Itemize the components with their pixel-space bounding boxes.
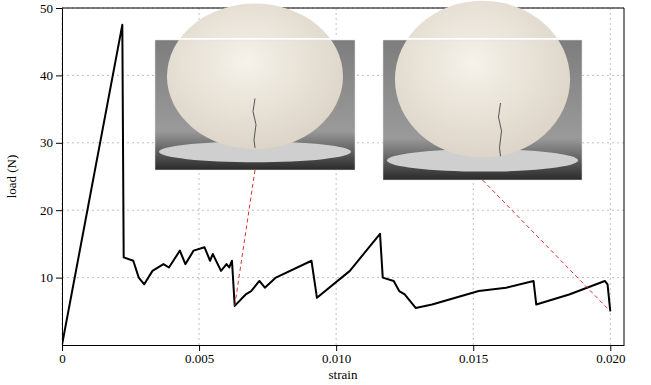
tick-label: 20 [40, 203, 53, 218]
inset-crack [499, 103, 502, 156]
tick-label: 0 [59, 351, 66, 366]
x-axis: 0 0.005 0.010 0.015 0.020 [59, 345, 625, 366]
tick: 10 [40, 270, 62, 285]
tick-label: 40 [40, 68, 53, 83]
axis-line [62, 9, 63, 346]
tick-label: 0.010 [322, 351, 351, 366]
tick-mark [56, 8, 62, 9]
y-axis-title: load (N) [4, 155, 19, 199]
frame [62, 8, 624, 9]
tick-mark [336, 345, 337, 351]
tick-label: 0.015 [459, 351, 488, 366]
tick-mark [56, 210, 62, 211]
tick: 0.015 [459, 345, 488, 366]
tick-label: 50 [40, 1, 53, 16]
tick-label: 0.005 [185, 351, 214, 366]
tick: 20 [40, 203, 62, 218]
tick-mark [473, 345, 474, 351]
axis-line [63, 345, 625, 346]
inset-egg [167, 4, 343, 150]
tick-label: 0.020 [596, 351, 625, 366]
tick-mark [56, 278, 62, 279]
grid-line [610, 8, 611, 345]
inset-egg [395, 1, 570, 158]
tick: 0.005 [185, 345, 214, 366]
inset-crack [253, 99, 256, 148]
chart: 0 0.005 0.010 0.015 0.020 10 20 30 40 50 strain loa… [0, 0, 651, 385]
tick: 50 [40, 1, 62, 16]
grid-line [62, 210, 624, 211]
plot-area: 0 0.005 0.010 0.015 0.020 10 20 30 40 50 [40, 1, 625, 367]
tick: 0.020 [596, 345, 625, 366]
grid-line [62, 8, 624, 9]
tick-mark [199, 345, 200, 351]
y-axis: 10 20 30 40 50 [40, 1, 63, 346]
grid-line [62, 8, 63, 345]
tick: 0.010 [322, 345, 351, 366]
tick-mark [62, 345, 63, 351]
inset-edge [383, 38, 582, 40]
tick: 30 [40, 135, 62, 150]
leader-line [235, 170, 255, 306]
inset-frame [383, 40, 582, 180]
tick: 40 [40, 68, 62, 83]
inset-photo [155, 4, 355, 170]
inset-frame [155, 40, 355, 170]
x-axis-title: strain [329, 367, 358, 382]
tick-mark [56, 75, 62, 76]
tick-mark [610, 345, 611, 351]
inset-edge [155, 38, 355, 40]
frame [624, 8, 625, 345]
tick-label: 30 [40, 135, 53, 150]
inset-photo [383, 1, 582, 180]
tick-mark [56, 143, 62, 144]
leader-line [483, 180, 611, 311]
tick: 0 [59, 345, 66, 366]
tick-label: 10 [40, 270, 53, 285]
